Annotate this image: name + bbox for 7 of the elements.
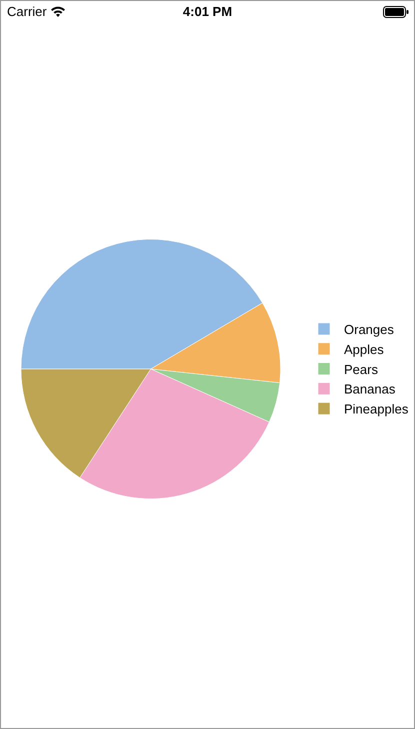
text: Carrier	[7, 4, 47, 19]
legend-label: Pineapples	[344, 402, 409, 417]
legend-label: Oranges	[344, 322, 394, 338]
legend-label: Apples	[344, 342, 384, 357]
legend-label: Pears	[344, 362, 378, 377]
legend-label: Bananas	[344, 382, 396, 397]
text: 4:01 PM	[182, 4, 232, 19]
